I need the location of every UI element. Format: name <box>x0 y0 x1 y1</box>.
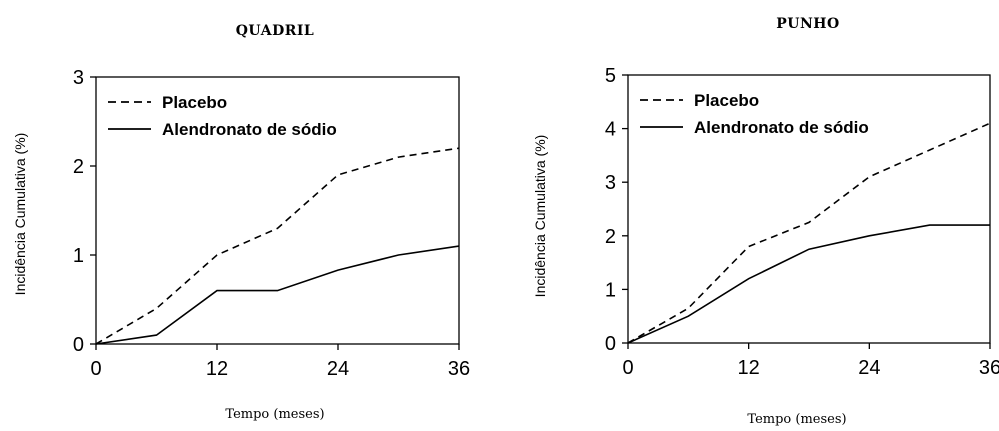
x-tick-label: 24 <box>858 357 880 379</box>
chart-punho: PUNHO Incidência Cumulativa (%) Tempo (m… <box>532 16 999 427</box>
y-tick-label: 3 <box>605 172 616 194</box>
series-group <box>95 147 460 345</box>
chart-quadril: QUADRIL Incidência Cumulativa (%) Tempo … <box>12 23 470 422</box>
y-tick-label: 5 <box>605 65 616 87</box>
series-line-placebo <box>95 147 460 345</box>
legend: Placebo Alendronato de sódio <box>108 93 337 139</box>
y-tick-label: 0 <box>605 333 616 355</box>
y-tick-label: 3 <box>73 67 84 89</box>
series-group <box>627 122 991 344</box>
chart-title: QUADRIL <box>236 23 315 39</box>
chart-title: PUNHO <box>776 16 839 32</box>
legend-label: Alendronato de sódio <box>162 120 337 139</box>
x-tick-label: 0 <box>622 357 633 379</box>
x-tick-label: 12 <box>738 357 760 379</box>
x-tick-label: 36 <box>979 357 999 379</box>
plot-frame <box>95 76 460 345</box>
y-tick-label: 0 <box>73 334 84 356</box>
y-tick-label: 1 <box>73 245 84 267</box>
x-axis-label: Tempo (meses) <box>747 412 846 427</box>
legend-label: Placebo <box>162 93 227 112</box>
y-axis-label: Incidência Cumulativa (%) <box>532 135 548 298</box>
series-line-placebo <box>627 122 991 344</box>
series-line-alendronato <box>627 224 990 344</box>
legend-label: Alendronato de sódio <box>694 118 869 137</box>
y-tick-label: 2 <box>605 226 616 248</box>
y-tick-label: 2 <box>73 156 84 178</box>
x-tick-label: 24 <box>327 358 349 380</box>
legend: Placebo Alendronato de sódio <box>640 91 869 137</box>
y-axis-label: Incidência Cumulativa (%) <box>12 133 28 296</box>
y-tick-label: 1 <box>605 279 616 301</box>
series-line-alendronato <box>95 245 460 345</box>
x-tick-label: 12 <box>206 358 228 380</box>
y-tick-label: 4 <box>605 119 616 141</box>
x-axis-label: Tempo (meses) <box>225 407 324 422</box>
plot-frame <box>627 74 991 344</box>
x-tick-label: 36 <box>448 358 470 380</box>
x-tick-label: 0 <box>90 358 101 380</box>
legend-label: Placebo <box>694 91 759 110</box>
